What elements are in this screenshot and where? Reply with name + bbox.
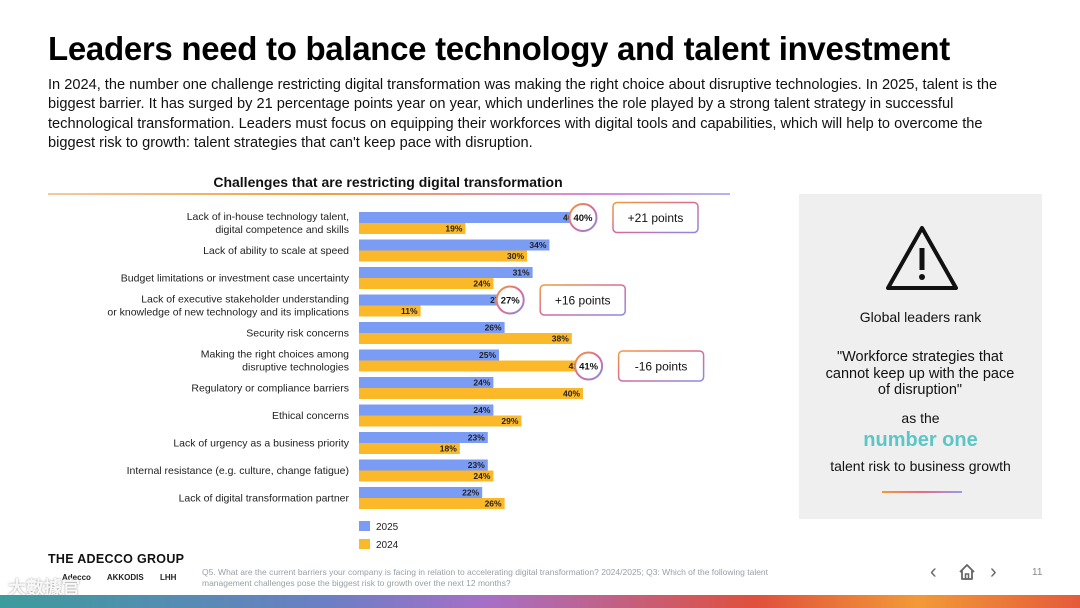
bar-value-label: 22%	[462, 488, 479, 498]
highlight-value: 27%	[501, 296, 521, 307]
bar-value-label: 26%	[485, 323, 502, 333]
bottom-color-bar	[0, 595, 1080, 608]
bar-2024	[359, 223, 466, 234]
bar-value-label: 24%	[473, 279, 490, 289]
bar-value-label: 25%	[479, 350, 496, 360]
chart-title: Challenges that are restricting digital …	[213, 174, 563, 190]
side-tail: talent risk to business growth	[830, 458, 1011, 474]
bar-2024	[359, 360, 589, 372]
bar-value-label: 24%	[473, 471, 490, 481]
bar-2025	[359, 294, 511, 306]
page-title: Leaders need to balance technology and t…	[48, 30, 950, 67]
sub-brand-lhh: LHH	[159, 573, 177, 582]
bar-value-label: 23%	[468, 433, 485, 443]
warning-triangle-icon	[886, 226, 958, 290]
page-number: 11	[1032, 567, 1043, 578]
bar-value-label: 31%	[513, 268, 530, 278]
legend-label-2024: 2024	[376, 540, 399, 551]
bar-2025	[359, 349, 499, 361]
side-highlight: number one	[863, 429, 978, 451]
bar-2025	[359, 404, 494, 416]
bar-2024	[359, 388, 583, 399]
bar-2024	[359, 415, 522, 427]
bar-2025	[359, 487, 483, 498]
chart-title-underline	[48, 193, 730, 195]
bar-value-label: 38%	[552, 334, 569, 344]
bar-value-label: 11%	[401, 306, 418, 316]
bar-2024	[359, 278, 494, 289]
bar-value-label: 29%	[501, 416, 518, 426]
bar-chart: Lack of in-house technology talent, digit…	[107, 201, 705, 551]
bar-2025	[359, 322, 505, 333]
category-label: Budget limitations or investment case un…	[121, 273, 350, 285]
bar-value-label: 19%	[445, 224, 462, 234]
sub-brand-adecco: Adecco	[62, 573, 91, 582]
category-label: Making the right choices among disruptive…	[201, 349, 349, 374]
category-label: Internal resistance (e.g. culture, chang…	[127, 465, 349, 477]
highlight-callout	[612, 201, 699, 234]
category-label: Lack of urgency as a business priority	[173, 438, 349, 450]
watermark: 大數據官	[8, 578, 80, 598]
bar-2024	[359, 333, 572, 344]
intro-paragraph: In 2024, the number one challenge restri…	[48, 77, 998, 152]
bar-2025	[359, 377, 494, 388]
legend-swatch-2025	[359, 521, 370, 531]
side-as-the: as the	[901, 410, 940, 426]
highlight-callout	[617, 350, 705, 382]
bar-value-label: 18%	[440, 444, 457, 454]
brand-name: THE ADECCO GROUP	[48, 552, 185, 566]
highlight-value: 41%	[579, 362, 599, 373]
bar-2024	[359, 498, 505, 509]
bar-2024	[359, 470, 494, 482]
highlight-value: 40%	[573, 213, 593, 224]
legend-swatch-2024	[359, 539, 370, 549]
category-label: Lack of in-house technology talent, digit…	[187, 211, 349, 236]
footnote: Q5. What are the current barriers your c…	[202, 567, 769, 588]
bar-value-label: 40%	[563, 389, 580, 399]
side-quote: "Workforce strategies that cannot keep u…	[825, 349, 1015, 398]
category-label: Lack of digital transformation partner	[179, 493, 350, 505]
bar-value-label: 23%	[468, 460, 485, 470]
highlight-callout-label: +16 points	[555, 294, 611, 308]
category-label: Security risk concerns	[246, 328, 349, 340]
category-label: Lack of executive stakeholder understand…	[107, 294, 349, 319]
bar-value-label: 34%	[529, 240, 546, 250]
bar-2024	[359, 250, 527, 262]
bar-2024	[359, 443, 460, 454]
side-rank-label: Global leaders rank	[859, 309, 982, 325]
bar-value-label: 30%	[507, 251, 524, 261]
category-label: Regulatory or compliance barriers	[191, 383, 349, 395]
prev-arrow-icon[interactable]: ‹	[930, 561, 937, 583]
bar-value-label: 26%	[485, 499, 502, 509]
legend-label-2025: 2025	[376, 522, 399, 533]
next-arrow-icon[interactable]: ›	[990, 561, 997, 583]
bar-2025	[359, 239, 550, 251]
bar-2025	[359, 212, 583, 223]
bar-2024	[359, 305, 421, 317]
sub-brands: Adecco AKKODIS LHH	[62, 573, 190, 582]
bar-value-label: 24%	[473, 378, 490, 388]
category-label: Lack of ability to scale at speed	[203, 245, 349, 257]
sub-brand-akkodis: AKKODIS	[106, 573, 144, 582]
bar-2025	[359, 267, 533, 278]
category-label: Ethical concerns	[272, 410, 349, 422]
home-icon[interactable]	[958, 563, 976, 581]
bar-2025	[359, 459, 488, 471]
highlight-callout	[539, 284, 626, 316]
side-panel-underline	[882, 491, 962, 493]
bar-value-label: 24%	[473, 405, 490, 415]
highlight-callout-label: +21 points	[628, 211, 684, 225]
bar-2025	[359, 432, 488, 443]
highlight-callout-label: -16 points	[635, 360, 688, 374]
